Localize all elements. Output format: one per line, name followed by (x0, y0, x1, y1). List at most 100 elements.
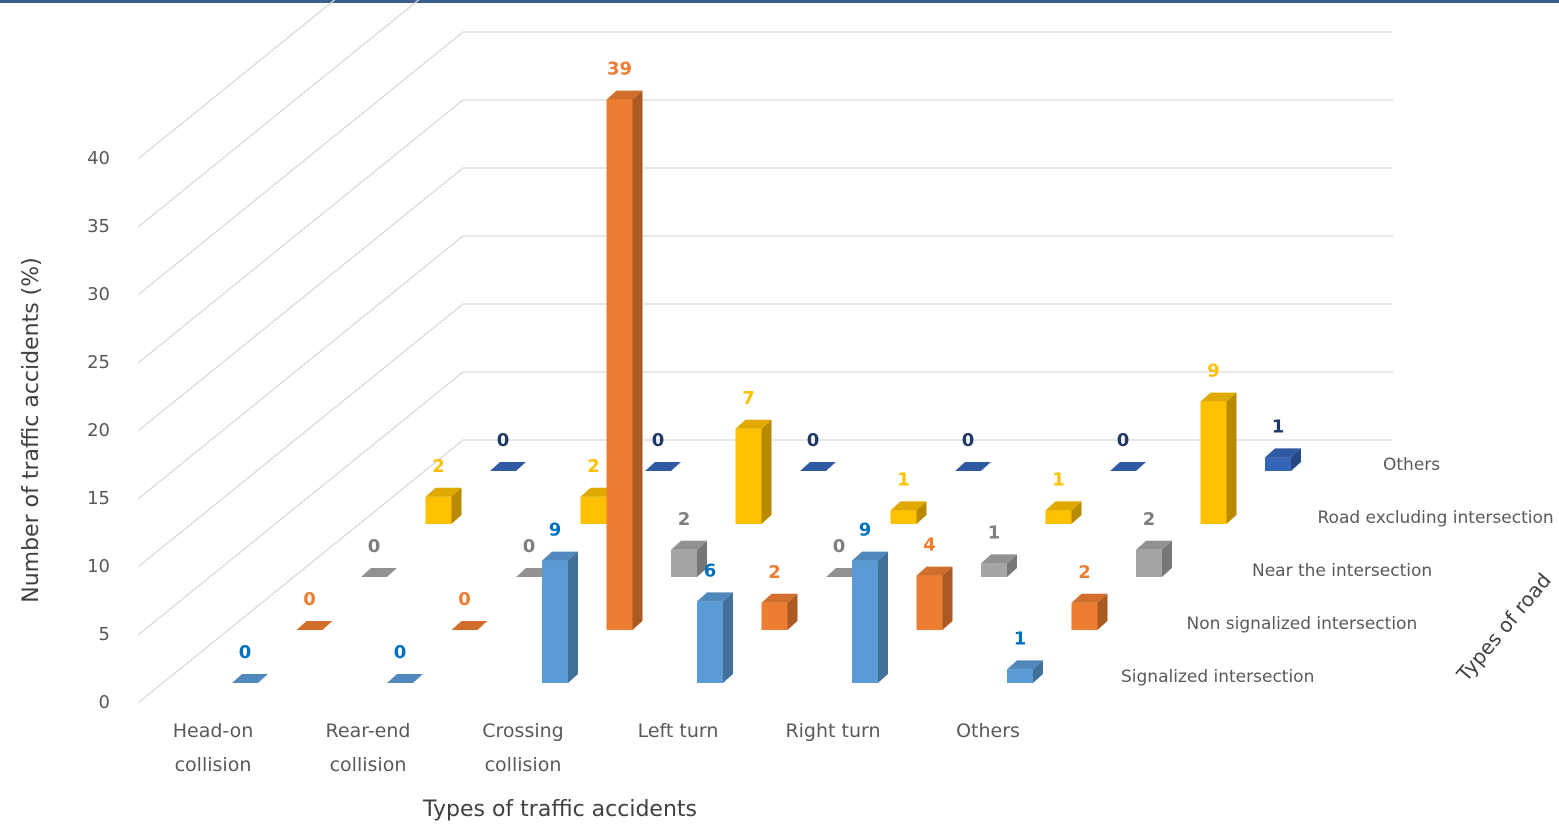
data-label: 0 (962, 430, 975, 451)
data-label: 0 (497, 430, 510, 451)
bar-side (761, 419, 772, 524)
bar: 0 (645, 430, 681, 471)
grid-line (137, 371, 1393, 636)
bar-front (1007, 669, 1033, 683)
data-label: 0 (833, 536, 846, 557)
bar-top (916, 566, 953, 576)
bar-top (890, 501, 927, 511)
y-tick-label: 35 (87, 216, 110, 237)
series-label: Near the intersection (1252, 561, 1432, 581)
grid-line (137, 0, 336, 160)
bar: 0 (232, 642, 268, 683)
bar-top (955, 462, 991, 471)
bar: 1 (1007, 628, 1043, 683)
bar-front (852, 560, 878, 683)
bar: 2 (761, 562, 798, 630)
grid-line (137, 235, 1393, 500)
data-label: 1 (1272, 416, 1285, 437)
bar-top (761, 593, 798, 603)
grid-line (137, 303, 1393, 568)
data-label: 6 (704, 560, 717, 581)
bar-front (542, 560, 568, 683)
y-tick-label: 25 (87, 352, 110, 373)
data-label: 0 (239, 642, 252, 663)
data-label: 0 (303, 589, 316, 610)
bar: 0 (955, 430, 991, 471)
y-tick-label: 5 (99, 624, 110, 645)
bar: 1 (890, 469, 927, 524)
bar-top (606, 90, 643, 100)
x-tick-label: Right turn (785, 720, 881, 742)
series-label: Road excluding intersection (1318, 508, 1554, 528)
bar-side (1071, 501, 1082, 524)
bar-top (1200, 392, 1237, 402)
bar-front (1136, 549, 1162, 577)
data-label: 7 (742, 388, 755, 409)
x-axis-title: Types of traffic accidents (422, 797, 697, 822)
bar-side (1097, 593, 1108, 630)
bar-top (451, 621, 488, 630)
x-tick-label: Left turn (637, 720, 719, 742)
bar: 0 (490, 430, 526, 471)
x-tick-label: Rear-end collision (325, 720, 411, 776)
bar: 1 (1265, 416, 1301, 471)
y-axis-title: Number of traffic accidents (%) (19, 257, 44, 602)
bar: 9 (852, 520, 888, 683)
bar-front (697, 601, 723, 683)
data-label: 2 (1078, 562, 1091, 583)
bar: 9 (1200, 361, 1237, 524)
data-label: 1 (897, 469, 910, 490)
data-label: 2 (768, 562, 781, 583)
bar: 1 (1045, 469, 1082, 524)
bar: 2 (671, 509, 707, 577)
data-label: 0 (1117, 430, 1130, 451)
bar-front (1200, 401, 1227, 524)
bar-front (1045, 510, 1072, 524)
y-tick-label: 40 (87, 148, 110, 169)
bar: 0 (800, 430, 836, 471)
bar-side (1033, 660, 1043, 683)
bar-top (1136, 540, 1172, 550)
bar-top (645, 462, 681, 471)
bar-top (735, 419, 772, 429)
bar-side (878, 551, 888, 683)
bar-front (981, 563, 1007, 577)
bar: 39 (606, 59, 643, 631)
bar-top (361, 568, 397, 577)
x-tick-label: Crossing collision (482, 720, 564, 776)
bar-side (632, 90, 643, 631)
bar-top (1071, 593, 1108, 603)
x-tick-label: Head-on collision (172, 720, 254, 776)
bar-side (1226, 392, 1237, 524)
bar-side (942, 566, 953, 630)
bar-top (671, 540, 707, 550)
data-label: 0 (458, 589, 471, 610)
bar-front (761, 602, 788, 630)
bar-front (916, 575, 943, 630)
bar-top (852, 551, 888, 561)
data-label: 4 (923, 535, 936, 556)
data-label: 9 (1207, 361, 1220, 382)
y-tick-label: 30 (87, 284, 110, 305)
bar-side (568, 551, 578, 683)
grid-line (137, 167, 1393, 432)
bar: 0 (296, 589, 333, 630)
top-border (0, 0, 1559, 3)
bar-top (697, 592, 733, 602)
bar-front (580, 496, 607, 524)
bar-top (387, 674, 423, 683)
bar-top (1007, 660, 1043, 670)
bar-top (1265, 448, 1301, 458)
grid-line (137, 439, 1393, 704)
bar-front (606, 99, 633, 631)
bar-front (890, 510, 917, 524)
bar-top (425, 487, 462, 497)
bar: 4 (916, 535, 953, 630)
bar: 0 (451, 589, 488, 630)
data-label: 0 (394, 642, 407, 663)
series-label: Others (1383, 455, 1440, 475)
data-label: 2 (678, 509, 691, 530)
data-label: 0 (807, 430, 820, 451)
